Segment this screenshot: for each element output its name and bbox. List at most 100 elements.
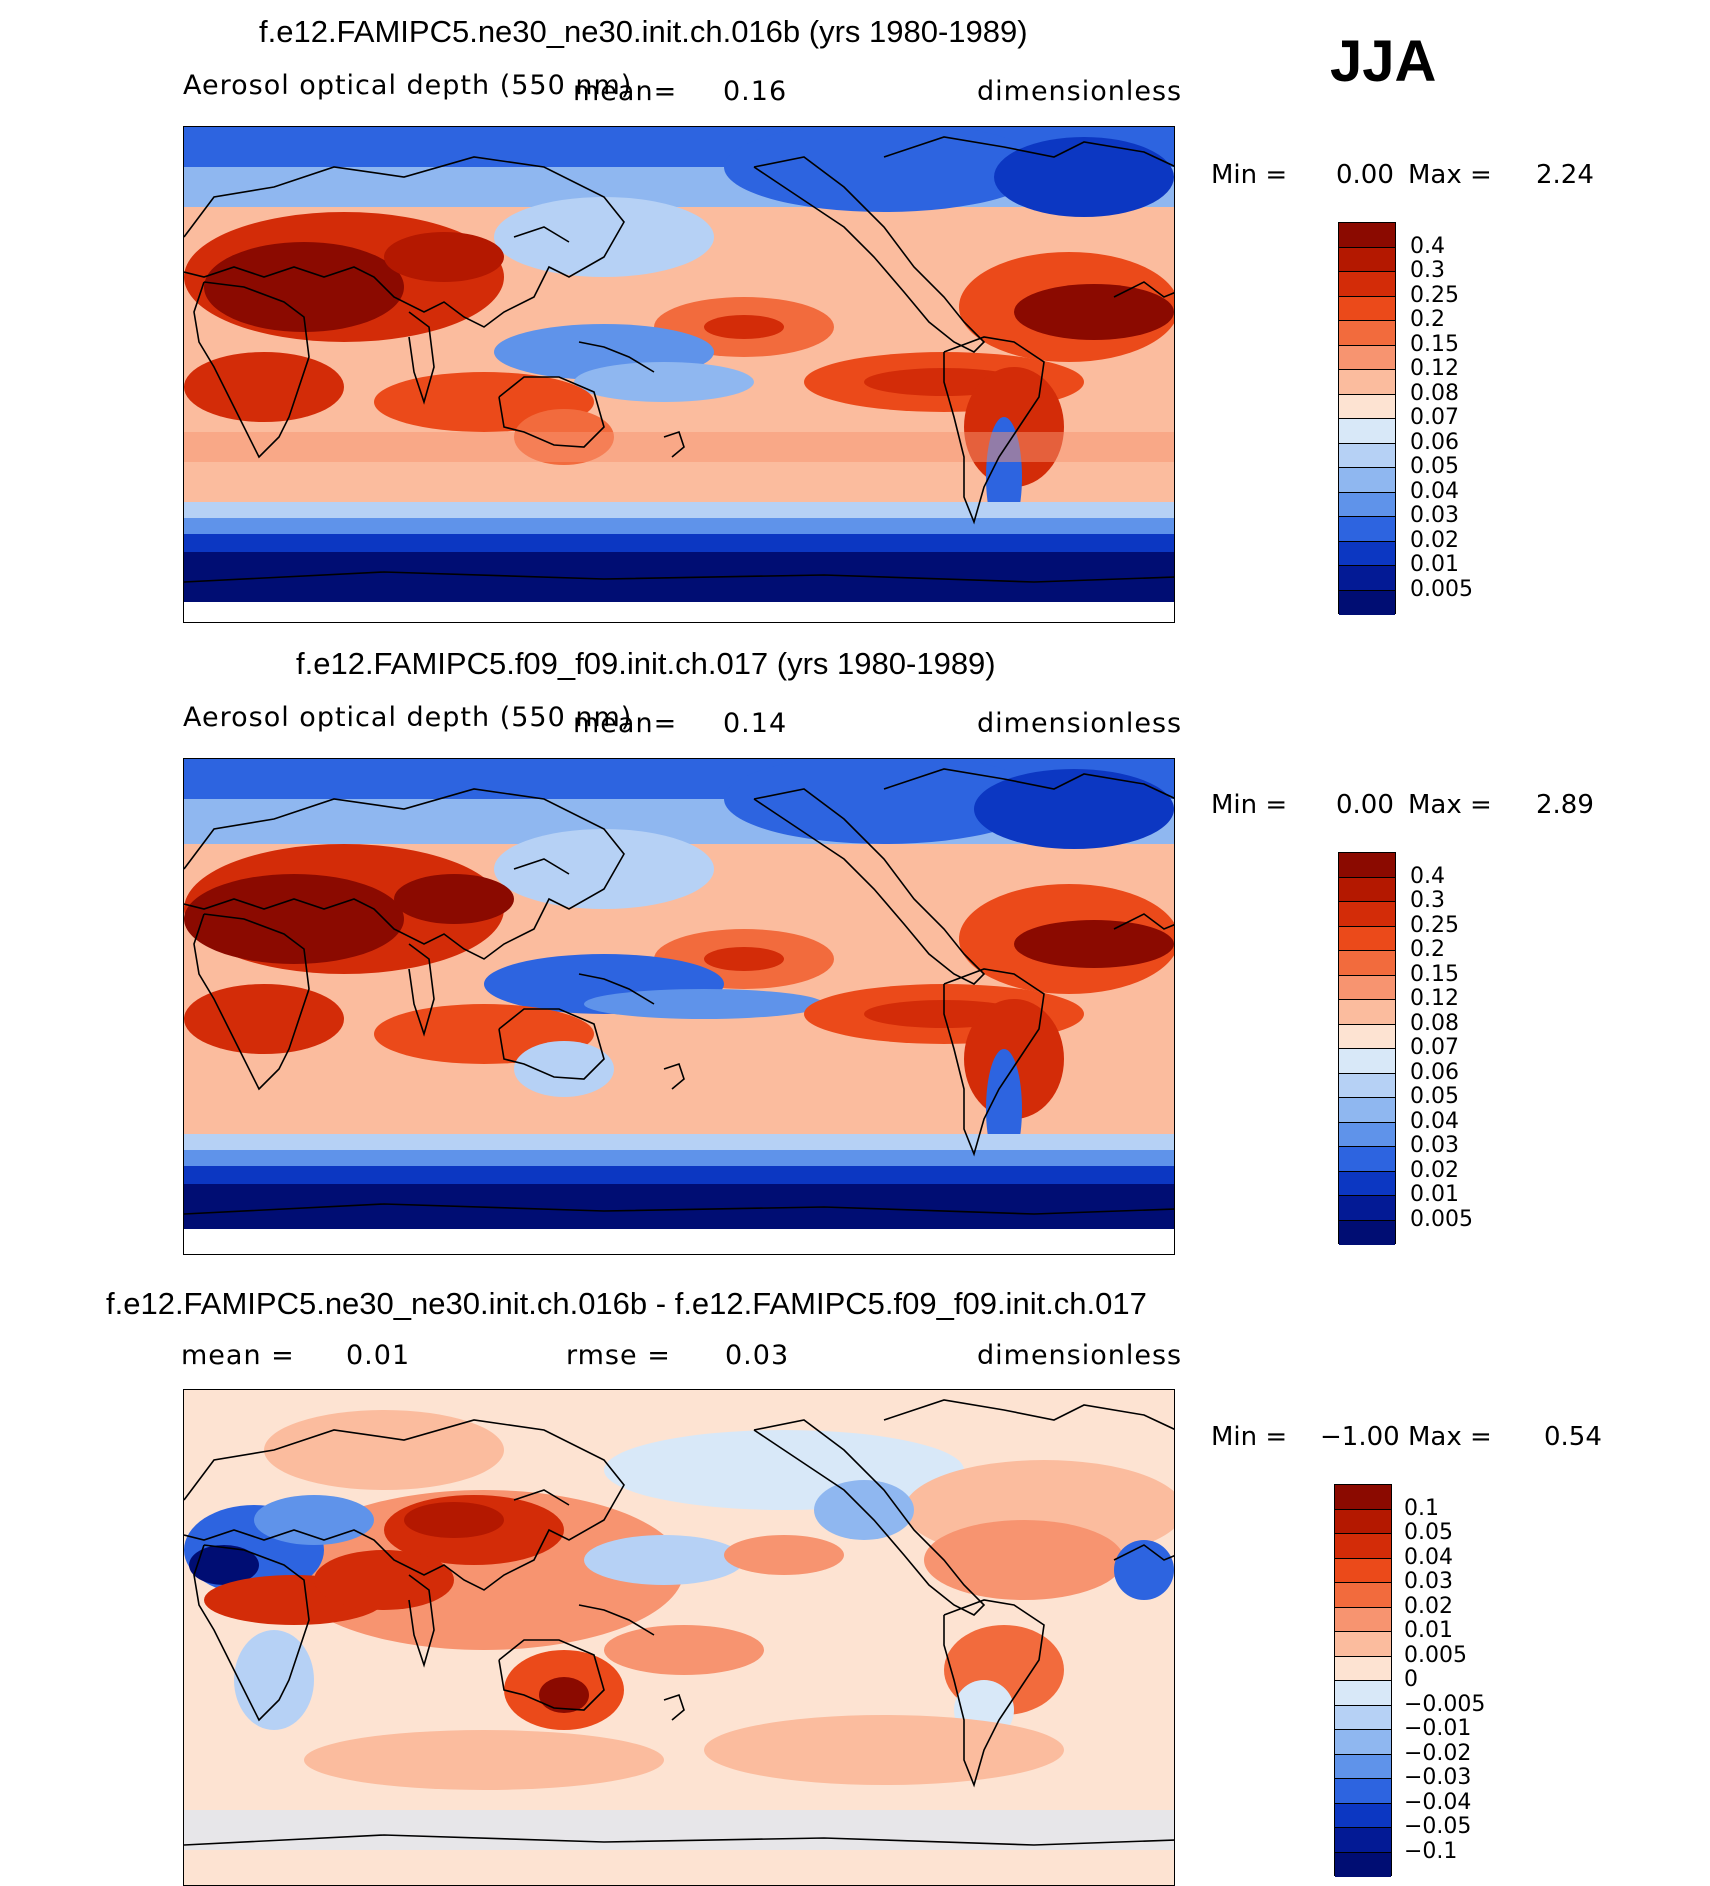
panel-3-rmse-value: 0.03 — [725, 1340, 790, 1371]
colorbar-label: −0.05 — [1404, 1814, 1472, 1839]
colorbar-swatch — [1339, 853, 1395, 878]
colorbar-label: −0.02 — [1404, 1740, 1472, 1766]
colorbar-label: 0.12 — [1410, 986, 1459, 1011]
colorbar-label: 0.005 — [1410, 576, 1473, 602]
colorbar-swatch — [1339, 1049, 1395, 1074]
colorbar-label: 0.04 — [1404, 1544, 1453, 1570]
colorbar-swatch — [1335, 1828, 1391, 1853]
panel-3-mean-value: 0.01 — [346, 1340, 411, 1371]
colorbar-swatch — [1339, 247, 1395, 272]
panel-2-map — [183, 758, 1175, 1255]
colorbar-swatch — [1335, 1852, 1391, 1877]
colorbar-swatch — [1339, 902, 1395, 927]
colorbar-swatch — [1335, 1656, 1391, 1681]
colorbar-label: 0.02 — [1410, 527, 1459, 553]
panel-1-min-label: Min = — [1211, 160, 1288, 190]
colorbar-swatch — [1339, 370, 1395, 395]
colorbar-label: 0.2 — [1410, 307, 1445, 332]
colorbar-label: 0 — [1404, 1667, 1418, 1692]
colorbar-label: 0.4 — [1410, 863, 1445, 889]
panel-1-map — [183, 126, 1175, 623]
panel-2-min-value: 0.00 — [1336, 790, 1394, 820]
panel-3-min-label: Min = — [1211, 1422, 1288, 1452]
panel-3-title: f.e12.FAMIPC5.ne30_ne30.init.ch.016b - f… — [106, 1286, 1147, 1321]
colorbar-label: 0.05 — [1404, 1520, 1453, 1545]
colorbar-swatch — [1339, 419, 1395, 444]
colorbar-swatch — [1339, 492, 1395, 517]
panel-1-variable: Aerosol optical depth (550 nm) — [183, 70, 633, 101]
colorbar-label: 0.02 — [1404, 1593, 1453, 1619]
colorbar-swatch — [1335, 1509, 1391, 1534]
colorbar-swatch — [1339, 951, 1395, 976]
colorbar-label: 0.01 — [1404, 1618, 1453, 1643]
panel-1-title: f.e12.FAMIPC5.ne30_ne30.init.ch.016b (yr… — [259, 14, 1028, 49]
colorbar-swatch — [1339, 877, 1395, 902]
colorbar-swatch — [1339, 272, 1395, 297]
colorbar-label: −0.01 — [1404, 1716, 1472, 1741]
panel-2-title: f.e12.FAMIPC5.f09_f09.init.ch.017 (yrs 1… — [296, 646, 996, 681]
colorbar-label: 0.25 — [1410, 912, 1459, 938]
panel-2-variable: Aerosol optical depth (550 nm) — [183, 702, 633, 733]
colorbar-swatch — [1339, 321, 1395, 346]
colorbar-label: 0.08 — [1410, 380, 1459, 406]
panel-3-units: dimensionless — [977, 1340, 1183, 1371]
panel-2-colorbar — [1338, 852, 1396, 1245]
colorbar-label: 0.06 — [1410, 429, 1459, 455]
colorbar-label: 0.2 — [1410, 937, 1445, 962]
colorbar-swatch — [1335, 1607, 1391, 1632]
colorbar-label: 0.03 — [1410, 1133, 1459, 1158]
panel-2-units: dimensionless — [977, 708, 1183, 739]
panel-3-max-label: Max = — [1408, 1422, 1492, 1452]
colorbar-label: 0.07 — [1410, 1035, 1459, 1060]
panel-3-map — [183, 1389, 1175, 1886]
panel-2-mean-value: 0.14 — [723, 708, 788, 739]
colorbar-label: 0.3 — [1410, 258, 1445, 283]
colorbar-swatch — [1335, 1583, 1391, 1608]
colorbar-label: 0.01 — [1410, 1182, 1459, 1207]
colorbar-label: 0.05 — [1410, 454, 1459, 479]
panel-1-units: dimensionless — [977, 76, 1183, 107]
colorbar-swatch — [1335, 1485, 1391, 1510]
panel-2-mean-label: mean= — [573, 708, 678, 739]
panel-3-colorbar — [1334, 1484, 1392, 1877]
colorbar-label: 0.3 — [1410, 888, 1445, 913]
colorbar-swatch — [1339, 541, 1395, 566]
panel-3-rmse-label: rmse = — [566, 1340, 671, 1371]
colorbar-swatch — [1335, 1681, 1391, 1706]
colorbar-swatch — [1335, 1705, 1391, 1730]
colorbar-label: 0.04 — [1410, 1108, 1459, 1134]
panel-2-min-label: Min = — [1211, 790, 1288, 820]
colorbar-label: 0.4 — [1410, 233, 1445, 259]
colorbar-label: 0.06 — [1410, 1059, 1459, 1085]
colorbar-label: 0.08 — [1410, 1010, 1459, 1036]
colorbar-swatch — [1339, 975, 1395, 1000]
colorbar-swatch — [1339, 1024, 1395, 1049]
colorbar-swatch — [1339, 1122, 1395, 1147]
panel-1-mean-value: 0.16 — [723, 76, 788, 107]
colorbar-swatch — [1335, 1730, 1391, 1755]
colorbar-label: −0.005 — [1404, 1691, 1486, 1717]
panel-2-max-value: 2.89 — [1536, 790, 1594, 820]
colorbar-swatch — [1339, 926, 1395, 951]
colorbar-label: 0.005 — [1410, 1206, 1473, 1232]
panel-1-max-value: 2.24 — [1536, 160, 1594, 190]
colorbar-swatch — [1335, 1754, 1391, 1779]
colorbar-label: 0.15 — [1410, 331, 1459, 357]
colorbar-swatch — [1339, 443, 1395, 468]
colorbar-label: 0.02 — [1410, 1157, 1459, 1183]
colorbar-swatch — [1339, 590, 1395, 615]
colorbar-swatch — [1339, 1000, 1395, 1025]
colorbar-swatch — [1339, 296, 1395, 321]
colorbar-label: 0.15 — [1410, 961, 1459, 987]
colorbar-swatch — [1335, 1558, 1391, 1583]
colorbar-swatch — [1339, 394, 1395, 419]
colorbar-swatch — [1339, 1196, 1395, 1221]
colorbar-swatch — [1339, 517, 1395, 542]
colorbar-swatch — [1339, 1098, 1395, 1123]
colorbar-label: −0.04 — [1404, 1789, 1472, 1815]
panel-3-max-value: 0.54 — [1544, 1422, 1602, 1452]
colorbar-swatch — [1339, 345, 1395, 370]
panel-3-mean-label: mean = — [181, 1340, 295, 1371]
colorbar-swatch — [1335, 1803, 1391, 1828]
colorbar-swatch — [1339, 223, 1395, 248]
